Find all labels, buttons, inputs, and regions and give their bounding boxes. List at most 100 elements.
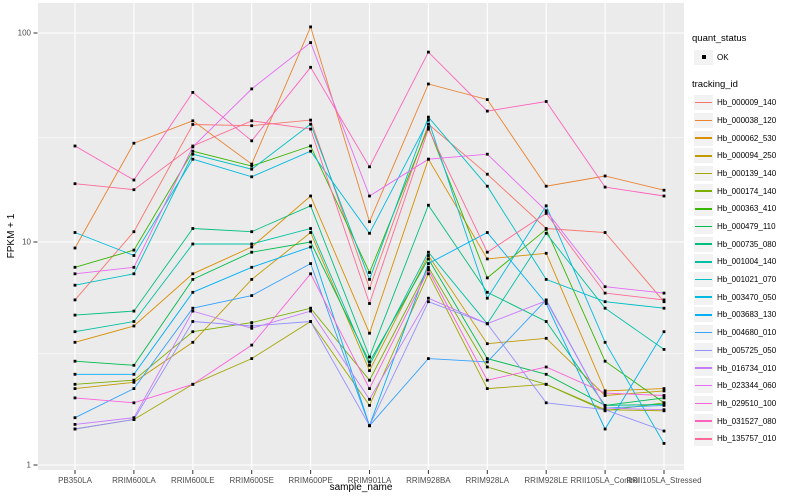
series-color-line-icon [695,296,712,299]
data-point-marker [662,300,666,304]
legend-item-label: Hb_031527_080 [717,416,777,426]
data-point-marker [603,404,607,407]
legend-key-box [694,289,713,305]
legend-item-label: Hb_000139_140 [717,168,777,178]
data-point-marker [662,306,666,310]
data-point-marker [368,231,371,235]
data-point-marker [309,41,312,44]
data-point-marker [544,299,548,303]
legend-item-label: Hb_000038_120 [717,115,777,125]
data-point-marker [662,404,666,407]
data-point-marker [309,118,312,122]
data-point-marker [250,164,254,168]
data-point-marker [485,387,489,390]
data-point-marker [544,365,548,369]
legend-item-label: Hb_000479_110 [717,222,776,231]
data-point-marker [191,149,195,153]
legend-key-box [694,219,713,234]
series-color-line-icon [695,331,712,334]
data-point-marker [191,242,195,246]
data-point-marker [250,242,254,246]
data-point-marker [309,204,312,208]
data-point-marker [485,184,489,188]
legend-entry-Hb_000735_080: Hb_000735_080 [692,236,798,252]
data-point-marker [250,230,254,234]
data-point-marker [427,125,430,129]
data-point-marker [603,306,607,310]
x-tick-label: PB350LA [58,476,92,485]
legend-entry-Hb_000363_410: Hb_000363_410 [692,201,798,217]
data-point-marker [544,401,548,405]
data-point-marker [368,363,371,367]
data-point-marker [250,278,254,281]
legend-item-label: Hb_135757_010 [717,434,777,444]
data-point-marker [544,320,548,323]
data-point-marker [132,401,136,405]
series-color-line-icon [695,154,712,157]
data-point-marker [544,227,548,231]
data-point-marker [662,429,666,433]
data-point-marker [427,127,430,131]
series-color-line-icon [695,261,712,263]
legend-item-label: Hb_029510_100 [717,398,777,408]
data-point-marker [427,254,430,257]
legend-entry-Hb_003683_130: Hb_003683_130 [692,307,798,323]
data-point-marker [309,262,312,265]
data-point-marker [603,408,607,412]
data-point-marker [603,359,607,363]
data-point-marker [427,118,430,122]
series-color-line-icon [695,384,712,387]
data-point-marker [662,188,666,192]
data-point-marker [73,396,77,400]
legend-item-label: Hb_001004_140 [717,257,777,267]
y-tick-label: 1 [27,461,32,470]
data-point-marker [544,204,548,208]
series-color-line-icon [695,190,712,192]
data-point-marker [250,357,254,360]
data-point-marker [368,355,371,359]
legend: quant_status OK tracking_id Hb_000009_14… [692,33,798,448]
legend-key-box [694,130,713,146]
data-point-marker [191,144,195,148]
data-point-marker [250,250,254,254]
legend-item-label: Hb_000062_530 [717,133,777,143]
data-point-marker [662,194,666,198]
data-point-marker [603,340,607,344]
legend-entry-Hb_005725_050: Hb_005725_050 [692,342,798,358]
data-point-marker [132,380,136,384]
x-tick-label: RRIM928LA [466,476,510,485]
data-point-marker [485,231,489,234]
legend-entry-Hb_031527_080: Hb_031527_080 [692,413,798,429]
data-point-marker [309,122,312,126]
data-point-marker [191,340,195,344]
legend-key-box [694,431,713,447]
data-point-marker [427,203,430,207]
data-point-marker [309,240,312,244]
data-point-marker [73,246,77,250]
x-tick-label: RRIM600LA [112,476,156,485]
legend-item-label: Hb_000735_080 [717,239,777,249]
data-point-marker [250,124,254,128]
data-point-marker [73,144,77,148]
legend-item-quant-status-ok: OK [692,49,798,65]
legend-entry-Hb_029510_100: Hb_029510_100 [692,395,798,411]
data-point-marker [191,157,195,161]
legend-item-label: Hb_000363_410 [717,204,777,214]
legend-entry-Hb_000094_250: Hb_000094_250 [692,148,798,164]
data-point-marker [368,387,371,390]
x-tick-label: RRII105LA_Stressed [626,476,701,485]
legend-key-box [694,342,713,358]
data-point-marker [368,302,371,305]
data-point-marker [73,382,77,386]
data-point-marker [427,250,430,254]
data-point-marker [603,285,607,289]
data-point-marker [309,25,312,29]
y-axis-title: FPKM + 1 [6,213,17,258]
data-point-marker [662,330,666,334]
legend-key-box [694,254,713,270]
data-point-marker [485,152,489,156]
data-point-marker [485,296,489,300]
legend-entry-Hb_023344_060: Hb_023344_060 [692,378,798,394]
legend-entry-Hb_001021_070: Hb_001021_070 [692,272,798,288]
data-point-marker [603,391,607,395]
